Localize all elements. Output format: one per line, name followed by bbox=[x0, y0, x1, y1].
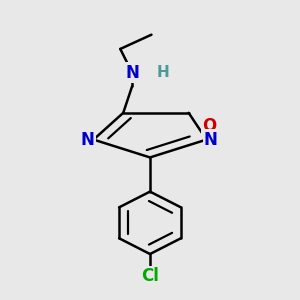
Text: N: N bbox=[125, 64, 139, 82]
Text: N: N bbox=[81, 130, 94, 148]
Text: O: O bbox=[202, 117, 217, 135]
Text: Cl: Cl bbox=[141, 267, 159, 285]
Text: H: H bbox=[157, 65, 170, 80]
Text: N: N bbox=[204, 130, 218, 148]
